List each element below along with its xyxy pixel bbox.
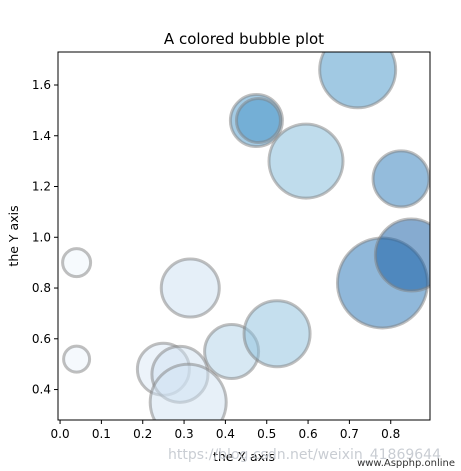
- bubble-point: [371, 149, 430, 209]
- x-tick-label: 0.5: [257, 427, 276, 441]
- x-tick-label: 0.8: [381, 427, 400, 441]
- bubble-point: [62, 344, 92, 374]
- y-tick-label: 0.6: [32, 332, 51, 346]
- bubble-point: [61, 247, 93, 279]
- x-tick-label: 0.0: [51, 427, 70, 441]
- y-tick-label: 1.4: [32, 129, 51, 143]
- x-tick-label: 0.2: [133, 427, 152, 441]
- axes-frame: [57, 51, 431, 421]
- bubble-point: [159, 257, 221, 319]
- x-tick-label: 0.6: [299, 427, 318, 441]
- x-tick-label: 0.4: [216, 427, 235, 441]
- y-tick-label: 1.6: [32, 78, 51, 92]
- x-tick-label: 0.7: [340, 427, 359, 441]
- bubble-point: [318, 52, 398, 110]
- bubble-point: [242, 299, 312, 369]
- watermark-url: https://blog.csdn.net/weixin_41869644: [167, 447, 441, 463]
- bubble-point: [373, 217, 430, 293]
- bubble-point: [148, 362, 228, 420]
- chart-title: A colored bubble plot: [164, 30, 324, 48]
- x-axis-ticks: 0.0 0.1 0.2 0.3 0.4 0.5 0.6 0.7 0.8: [51, 420, 400, 441]
- y-axis-label: the Y axis: [6, 205, 21, 266]
- x-tick-label: 0.3: [175, 427, 194, 441]
- y-tick-label: 1.0: [32, 230, 51, 244]
- bubble-point: [234, 97, 282, 145]
- x-axis-label: the X axis: [213, 449, 275, 464]
- x-tick-label: 0.1: [92, 427, 111, 441]
- y-tick-label: 0.4: [32, 383, 51, 397]
- bubble-point: [267, 122, 345, 200]
- y-tick-label: 1.2: [32, 180, 51, 194]
- watermark-credit: www.Aspphp.online: [357, 458, 455, 469]
- y-axis-ticks: 0.4 0.6 0.8 1.0 1.2 1.4 1.6: [32, 78, 58, 397]
- bubbles: [61, 52, 430, 420]
- y-tick-label: 0.8: [32, 281, 51, 295]
